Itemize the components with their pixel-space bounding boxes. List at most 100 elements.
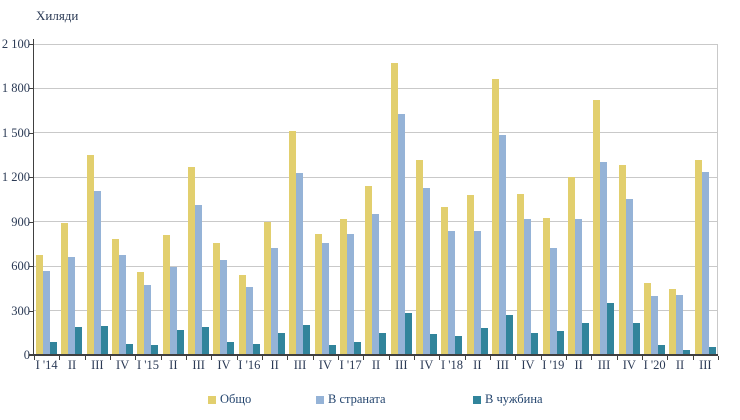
x-tick-label: II [473, 358, 482, 372]
bar-Общо-IV [618, 165, 626, 355]
x-tick-label: IV [521, 358, 535, 372]
x-tick-mark [287, 356, 289, 360]
bar-В чужбина-II [480, 328, 488, 355]
bar-В страната-II [68, 257, 76, 355]
bar-Общо-II [669, 289, 677, 355]
bar-В чужбина-I'18 [455, 336, 463, 355]
x-tick-label: II [675, 358, 685, 372]
bar-В страната-IV [423, 188, 430, 355]
bar-В чужбина-I'19 [556, 331, 564, 355]
y-tick-mark [29, 88, 33, 90]
x-tick-label: IV [318, 358, 332, 372]
y-tick-mark [29, 221, 33, 223]
bar-В страната-III [499, 135, 506, 355]
bar-В чужбина-II [683, 350, 691, 355]
x-tick-mark [414, 356, 415, 360]
x-tick-mark [718, 356, 719, 360]
bar-Общо-IV [416, 160, 423, 355]
y-tick-mark [29, 177, 33, 179]
x-tick-label: IV [217, 358, 231, 372]
y-axis-line [33, 39, 34, 355]
bar-В страната-I'15 [144, 285, 152, 355]
bar-В страната-II [575, 219, 582, 355]
x-tick-mark [236, 356, 238, 360]
bar-В чужбина-I'14 [50, 342, 57, 355]
legend-swatch [473, 396, 481, 404]
bar-В страната-IV [119, 255, 126, 355]
bar-В чужбина-IV [328, 345, 336, 355]
x-tick-label: III [496, 358, 509, 372]
x-tick-mark [642, 356, 643, 360]
bar-В страната-III [397, 114, 405, 355]
bar-В страната-IV [220, 260, 228, 355]
bar-В чужбина-III [100, 326, 108, 355]
plot-right-border [717, 44, 718, 355]
bar-В страната-II [473, 231, 481, 355]
x-tick-mark [667, 356, 669, 360]
y-axis-unit-label: Хиляди [36, 8, 79, 23]
x-tick-mark [566, 356, 567, 360]
bar-В чужбина-IV [430, 334, 437, 355]
x-tick-mark [591, 356, 593, 360]
x-tick-label: I '15 [136, 358, 160, 372]
gridline [34, 132, 718, 134]
x-tick-mark [160, 356, 162, 360]
bar-Общо-I'19 [542, 218, 550, 355]
bar-Общо-I'20 [644, 283, 651, 355]
bar-Общо-III [188, 167, 195, 355]
x-tick-label: IV [420, 358, 434, 372]
bar-Общо-III [289, 131, 297, 355]
bar-В страната-III [701, 172, 709, 355]
bar-Общо-II [61, 223, 69, 355]
x-tick-mark [439, 356, 441, 360]
x-tick-label: II [169, 358, 178, 372]
bar-В страната-I'14 [43, 271, 50, 355]
bar-В чужбина-II [582, 323, 589, 355]
x-tick-label: I '18 [440, 358, 464, 372]
x-tick-label: II [67, 358, 77, 372]
bar-В чужбина-II [278, 333, 285, 355]
bar-Общо-I'15 [137, 272, 145, 355]
x-tick-mark [363, 356, 365, 360]
bar-В чужбина-III [202, 327, 209, 355]
bar-В страната-IV [524, 219, 532, 355]
bar-В чужбина-IV [531, 333, 539, 355]
bar-В чужбина-I'16 [252, 344, 260, 355]
x-tick-mark [388, 356, 390, 360]
bar-Общо-II [466, 195, 474, 355]
bar-В страната-I'16 [245, 287, 253, 355]
legend-label: Общо [220, 392, 252, 406]
y-tick-label: 2 100 [1, 37, 30, 51]
bar-В страната-III [296, 173, 304, 355]
bar-В страната-II [271, 248, 278, 355]
legend-item-1: Общо [208, 392, 251, 406]
bar-Общо-III [492, 79, 499, 355]
bar-В страната-II [676, 295, 684, 355]
bar-В страната-III [195, 205, 202, 355]
y-tick-label: 1 500 [1, 125, 30, 140]
gridline [34, 43, 718, 45]
x-tick-mark [34, 356, 35, 360]
x-tick-mark [110, 356, 111, 360]
bar-В чужбина-II [75, 327, 83, 355]
bar-Общо-II [264, 222, 271, 355]
bar-В чужбина-II [176, 330, 184, 355]
bar-В страната-IV [321, 243, 329, 355]
bar-Общо-I'17 [340, 219, 347, 355]
x-tick-label: III [699, 358, 712, 372]
bar-В чужбина-IV [227, 342, 235, 355]
x-tick-mark [692, 356, 694, 360]
bar-Общо-III [593, 100, 601, 355]
x-tick-label: I '14 [35, 358, 58, 372]
x-tick-mark [262, 356, 263, 360]
bar-В страната-II [169, 267, 177, 355]
bar-Общо-IV [112, 239, 119, 355]
bar-Общо-III [694, 160, 702, 355]
bar-Общо-IV [314, 234, 322, 355]
x-tick-mark [59, 356, 61, 360]
x-tick-mark [540, 356, 542, 360]
bar-Общо-II [162, 235, 170, 355]
bar-Общо-II [568, 177, 575, 355]
x-tick-label: II [371, 358, 381, 372]
